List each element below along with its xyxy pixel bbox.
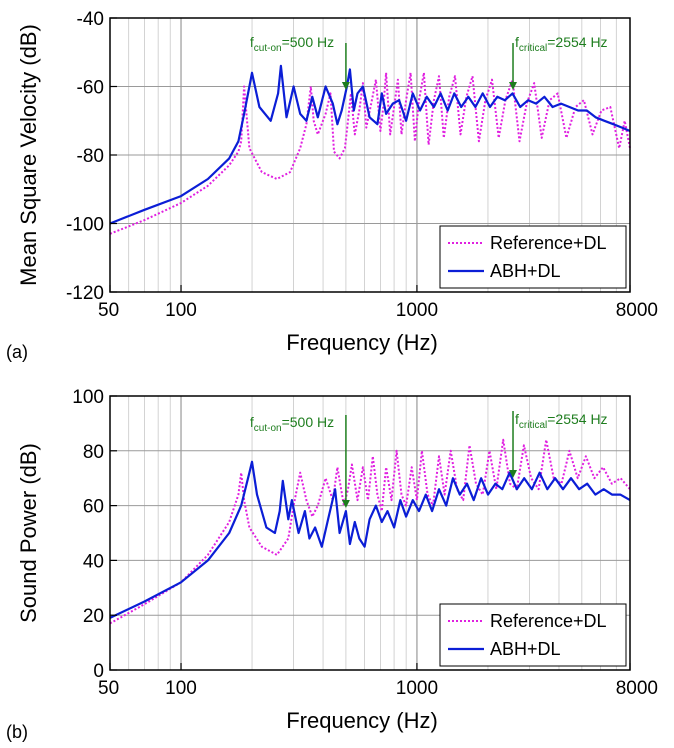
annotation-arrow-head xyxy=(509,470,518,478)
x-tick-label: 1000 xyxy=(396,678,438,699)
series-group-b xyxy=(109,438,631,625)
y-tick-label: 40 xyxy=(83,551,104,572)
legend-b: Reference+DL ABH+DL xyxy=(439,603,627,667)
y-tick-label: -100 xyxy=(66,215,104,236)
plot-frame-b xyxy=(109,395,631,671)
legend-label-abh-dl: ABH+DL xyxy=(490,639,561,659)
annotations-b: fcut-on=500 Hz fcritical=2554 Hz xyxy=(250,411,608,508)
legend-a: Reference+DL ABH+DL xyxy=(439,225,627,289)
y-tick-label: 20 xyxy=(83,606,104,627)
x-axis-title-b: Frequency (Hz) xyxy=(286,708,438,733)
legend-label-abh-dl: ABH+DL xyxy=(490,261,561,281)
x-tick-label: 100 xyxy=(165,678,197,699)
y-axis-title-a: Mean Square Velocity (dB) xyxy=(16,24,41,286)
panel-b: fcut-on=500 Hz fcritical=2554 Hz 50 100 100… xyxy=(6,387,658,742)
ticks-b: 50 100 1000 8000 0 20 40 60 80 100 xyxy=(72,387,658,699)
series-abh-dl-line xyxy=(109,460,631,619)
x-tick-label: 100 xyxy=(165,300,197,321)
y-tick-label: 100 xyxy=(72,387,104,408)
x-axis-title-a: Frequency (Hz) xyxy=(286,330,438,355)
series-reference-dl-line xyxy=(109,438,631,625)
legend-box xyxy=(439,225,627,289)
y-tick-label: -120 xyxy=(66,283,104,304)
panel-label-b: (b) xyxy=(6,722,28,742)
legend-label-reference-dl: Reference+DL xyxy=(490,233,607,253)
legend-box xyxy=(439,603,627,667)
series-group-a xyxy=(109,64,631,235)
annotation-arrow-head xyxy=(509,82,518,90)
annotation-arrow-head xyxy=(341,82,350,90)
annotations-a: fcut-on=500 Hz fcritical=2554 Hz xyxy=(250,34,608,90)
x-tick-label: 50 xyxy=(98,678,119,699)
y-tick-label: 80 xyxy=(83,442,104,463)
y-axis-title-b: Sound Power (dB) xyxy=(16,443,41,623)
x-tick-label: 8000 xyxy=(616,300,658,321)
annotation-arrow-head xyxy=(341,500,350,508)
x-tick-label: 50 xyxy=(98,300,119,321)
legend-label-reference-dl: Reference+DL xyxy=(490,611,607,631)
series-reference-dl-line xyxy=(109,71,631,235)
y-tick-label: -60 xyxy=(77,78,104,99)
y-tick-label: -40 xyxy=(77,9,104,30)
x-tick-label: 1000 xyxy=(396,300,438,321)
y-tick-label: 60 xyxy=(83,497,104,518)
annotation-label: fcut-on=500 Hz xyxy=(250,34,334,54)
ticks-a: 50 100 1000 8000 -120 -100 -80 -60 -40 xyxy=(66,9,658,321)
panel-a: fcut-on=500 Hz fcritical=2554 Hz 50 100 100… xyxy=(6,9,658,362)
annotation-label: fcritical=2554 Hz xyxy=(515,411,608,431)
panel-label-a: (a) xyxy=(6,342,28,362)
series-abh-dl-line xyxy=(109,64,631,225)
y-tick-label: -80 xyxy=(77,146,104,167)
y-tick-label: 0 xyxy=(93,661,104,682)
annotation-label: fcut-on=500 Hz xyxy=(250,414,334,434)
x-tick-label: 8000 xyxy=(616,678,658,699)
annotation-label: fcritical=2554 Hz xyxy=(515,34,608,54)
